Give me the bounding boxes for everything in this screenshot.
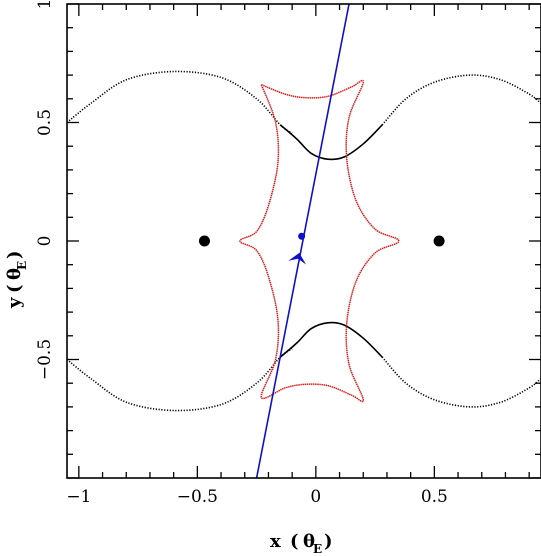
x-tick-label: −1 [66, 487, 91, 507]
plot-area [67, 4, 541, 478]
x-tick-label: 0 [310, 487, 321, 507]
y-axis-label: y ( θ E ) [4, 250, 29, 309]
y-axis-paren-close: ) [4, 250, 25, 259]
x-axis-label: x ( θ E ) [270, 531, 333, 556]
source-position [298, 232, 306, 240]
x-axis: −1 −0.5 0 0.5 [66, 4, 530, 507]
source-trajectory [255, 4, 350, 478]
y-axis: −0.5 0 0.5 1 [35, 0, 541, 479]
critical-curve-outer-lower-left [67, 348, 293, 412]
plot-frame [66, 3, 541, 479]
y-axis-paren-open: ( [4, 284, 25, 293]
critical-curve-outer-upper-left [67, 70, 293, 134]
x-axis-paren-close: ) [324, 531, 333, 552]
x-axis-unit: θ [303, 531, 315, 552]
y-axis-unit: θ [4, 268, 25, 280]
critical-curve-inner-upper [279, 124, 383, 161]
x-tick-label: −0.5 [177, 487, 218, 507]
x-axis-paren-open: ( [290, 531, 299, 552]
lens-mass-1 [198, 235, 210, 247]
y-tick-label: −0.5 [35, 339, 55, 380]
direction-arrow [288, 252, 307, 265]
x-axis-title: x [270, 531, 281, 552]
lens-mass-2 [433, 235, 445, 247]
x-tick-label: 0.5 [421, 487, 448, 507]
critical-curve-outer-lower-right [381, 356, 541, 408]
y-tick-label: 0.5 [35, 109, 55, 136]
y-axis-unit-sub: E [15, 261, 29, 270]
y-tick-label: 0 [35, 236, 55, 247]
x-axis-unit-sub: E [313, 542, 322, 556]
caustic-curve [239, 79, 400, 403]
critical-curve-inner-lower [279, 321, 383, 358]
y-tick-label: 1 [35, 0, 55, 9]
y-axis-title: y [4, 297, 25, 309]
critical-curve-outer-upper-right [381, 74, 541, 126]
